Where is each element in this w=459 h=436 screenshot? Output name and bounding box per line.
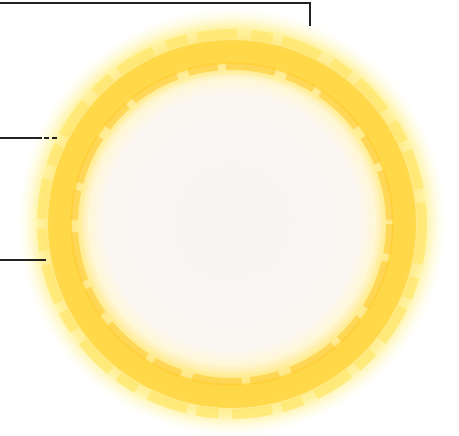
outer-ring-strokes — [37, 29, 427, 419]
orange-ring — [48, 40, 416, 408]
inner-ring-strokes — [70, 62, 394, 386]
white-core — [82, 74, 382, 374]
leader-line — [0, 2, 311, 26]
leader-lines — [0, 2, 311, 261]
